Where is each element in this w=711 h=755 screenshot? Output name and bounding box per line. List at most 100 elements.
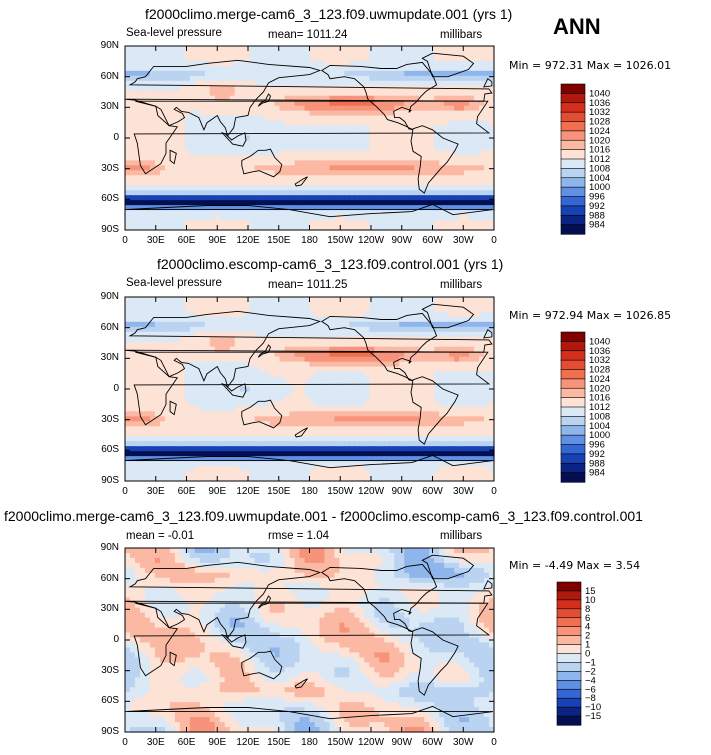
- field-cell: [334, 220, 341, 226]
- field-cell: [399, 170, 405, 176]
- field-cell: [359, 436, 365, 442]
- field-cell: [364, 100, 370, 107]
- field-cell: [254, 55, 261, 62]
- field-cell: [439, 150, 445, 156]
- field-cell: [299, 371, 306, 378]
- field-cell: [139, 190, 146, 196]
- field-cell: [384, 135, 390, 142]
- field-cell: [309, 396, 316, 403]
- field-cell: [324, 406, 331, 412]
- panel-1-title: f2000climo.merge-cam6_3_123.f09.uwmupdat…: [145, 6, 513, 22]
- field-cell: [154, 200, 161, 206]
- field-cell: [344, 175, 350, 181]
- field-cell: [294, 205, 301, 211]
- field-cell: [214, 75, 221, 82]
- field-cell: [459, 316, 465, 323]
- field-cell: [169, 100, 176, 107]
- field-cell: [354, 195, 360, 201]
- field-cell: [409, 105, 415, 112]
- field-cell: [464, 95, 470, 102]
- field-cell: [199, 396, 206, 403]
- field-cell: [169, 346, 176, 353]
- field-cell: [239, 100, 246, 107]
- field-cell: [139, 316, 146, 323]
- field-cell: [129, 381, 136, 388]
- field-cell: [294, 46, 301, 52]
- field-cell: [339, 406, 346, 412]
- field-cell: [459, 321, 465, 328]
- field-cell: [129, 165, 136, 171]
- field-cell: [179, 396, 186, 403]
- field-cell: [269, 366, 276, 373]
- field-cell: [134, 366, 141, 373]
- field-cell: [459, 210, 465, 216]
- field-cell: [319, 220, 326, 226]
- field-cell: [324, 401, 331, 407]
- field-cell: [219, 406, 226, 412]
- field-cell: [479, 80, 485, 87]
- field-cell: [164, 125, 171, 132]
- field-cell: [164, 366, 171, 373]
- field-cell: [144, 311, 151, 318]
- field-cell: [125, 175, 131, 181]
- field-cell: [154, 351, 161, 358]
- field-cell: [434, 366, 440, 373]
- field-cell: [144, 391, 151, 398]
- field-cell: [169, 90, 176, 97]
- field-cell: [159, 297, 166, 303]
- field-cell: [154, 60, 161, 67]
- field-cell: [349, 391, 355, 398]
- field-cell: [384, 321, 390, 328]
- field-cell: [409, 386, 415, 393]
- field-cell: [469, 225, 475, 231]
- field-cell: [204, 386, 211, 393]
- field-cell: [249, 215, 256, 221]
- field-cell: [234, 135, 241, 142]
- field-cell: [389, 200, 395, 206]
- field-cell: [199, 361, 206, 368]
- field-cell: [434, 135, 440, 142]
- field-cell: [479, 160, 485, 166]
- field-cell: [454, 215, 460, 221]
- field-cell: [354, 140, 360, 147]
- field-cell: [299, 406, 306, 412]
- field-cell: [274, 125, 281, 132]
- field-cell: [154, 100, 161, 107]
- field-cell: [309, 75, 316, 82]
- field-cell: [159, 225, 166, 231]
- field-cell: [149, 421, 156, 427]
- field-cell: [454, 416, 460, 422]
- field-cell: [125, 160, 131, 166]
- field-cell: [384, 351, 390, 358]
- field-cell: [354, 50, 360, 57]
- field-cell: [129, 130, 136, 137]
- field-cell: [374, 50, 380, 57]
- field-cell: [229, 205, 236, 211]
- field-cell: [314, 190, 321, 196]
- field-cell: [334, 55, 341, 62]
- field-cell: [439, 100, 445, 107]
- field-cell: [229, 341, 236, 348]
- field-cell: [394, 150, 400, 156]
- field-cell: [344, 431, 350, 437]
- field-cell: [399, 150, 405, 156]
- field-cell: [329, 391, 336, 398]
- field-cell: [234, 190, 241, 196]
- field-cell: [414, 165, 420, 171]
- field-cell: [264, 205, 271, 211]
- field-cell: [224, 297, 231, 303]
- field-cell: [269, 110, 276, 117]
- field-cell: [444, 55, 450, 62]
- field-cell: [149, 90, 156, 97]
- field-cell: [464, 180, 470, 186]
- field-cell: [489, 46, 495, 52]
- field-cell: [484, 110, 490, 117]
- field-cell: [349, 431, 355, 437]
- field-cell: [159, 371, 166, 378]
- field-cell: [324, 125, 331, 132]
- field-cell: [459, 205, 465, 211]
- field-cell: [184, 391, 191, 398]
- field-cell: [414, 297, 420, 303]
- field-cell: [364, 205, 370, 211]
- field-cell: [469, 361, 475, 368]
